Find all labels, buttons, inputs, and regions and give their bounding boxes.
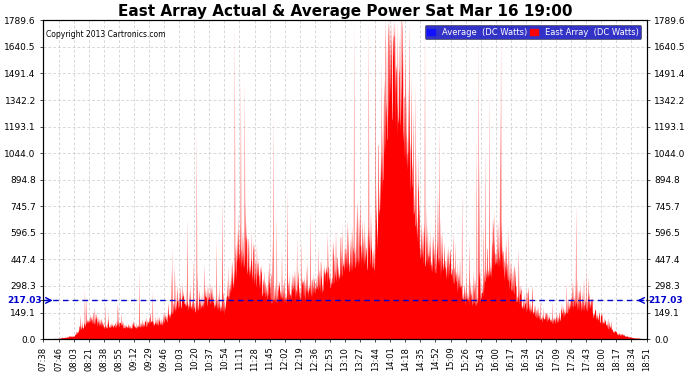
Legend: Average  (DC Watts), East Array  (DC Watts): Average (DC Watts), East Array (DC Watts… bbox=[424, 25, 641, 39]
Text: 217.03: 217.03 bbox=[8, 296, 42, 305]
Text: 217.03: 217.03 bbox=[648, 296, 682, 305]
Text: Copyright 2013 Cartronics.com: Copyright 2013 Cartronics.com bbox=[46, 30, 166, 39]
Title: East Array Actual & Average Power Sat Mar 16 19:00: East Array Actual & Average Power Sat Ma… bbox=[118, 4, 572, 19]
